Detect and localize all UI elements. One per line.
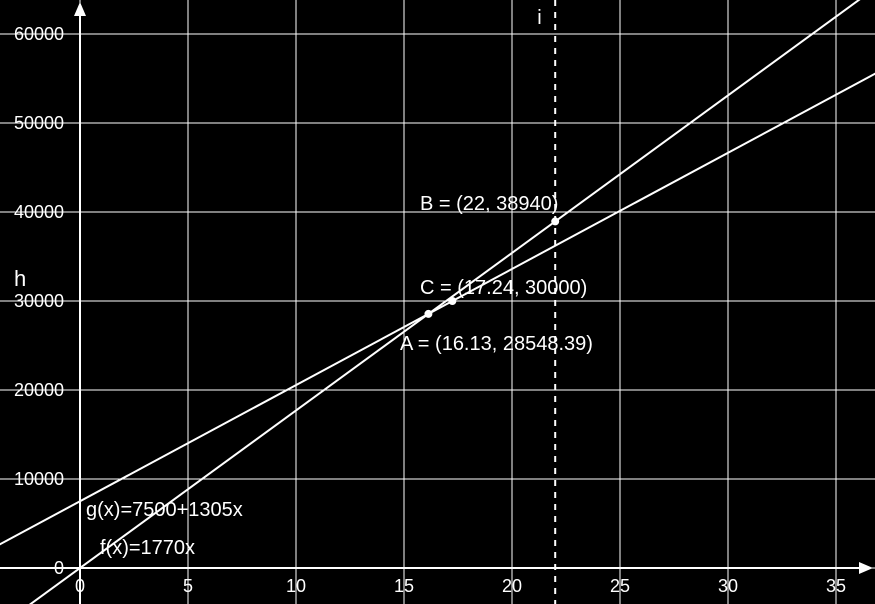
y-tick-label: 40000: [14, 202, 64, 222]
x-tick-label: 20: [502, 576, 522, 596]
x-tick-label: 5: [183, 576, 193, 596]
y-axis-title: h: [14, 266, 26, 291]
y-tick-label: 30000: [14, 291, 64, 311]
point-B: [552, 218, 559, 225]
line-chart: 0510152025303501000020000300004000050000…: [0, 0, 875, 604]
y-tick-label: 10000: [14, 469, 64, 489]
y-tick-label: 20000: [14, 380, 64, 400]
point-label-A: A = (16.13, 28548.39): [400, 333, 593, 355]
y-tick-label: 60000: [14, 24, 64, 44]
y-tick-label: 50000: [14, 113, 64, 133]
x-tick-label: 35: [826, 576, 846, 596]
x-tick-label: 10: [286, 576, 306, 596]
vertical-line-label: i: [537, 7, 541, 29]
function-label-g: g(x)=7500+1305x: [86, 499, 243, 521]
x-tick-label: 30: [718, 576, 738, 596]
point-label-B: B = (22, 38940): [420, 193, 558, 215]
point-label-C: C = (17.24, 30000): [420, 277, 587, 299]
x-tick-label: 15: [394, 576, 414, 596]
function-label-f: f(x)=1770x: [100, 537, 195, 559]
x-tick-label: 25: [610, 576, 630, 596]
point-A: [425, 310, 432, 317]
